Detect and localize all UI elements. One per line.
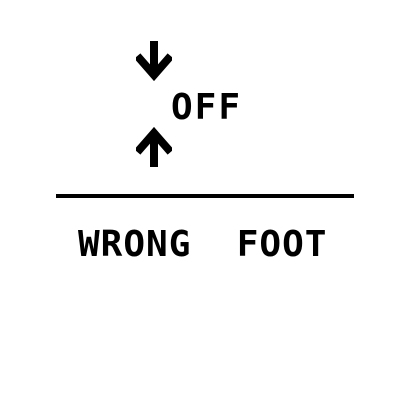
bottom-phrase: WRONG FOOT — [78, 224, 328, 265]
arrow-up-icon — [136, 126, 172, 167]
arrow-down-icon — [136, 41, 172, 82]
top-word: OFF — [171, 87, 243, 128]
fraction-divider — [56, 194, 354, 198]
